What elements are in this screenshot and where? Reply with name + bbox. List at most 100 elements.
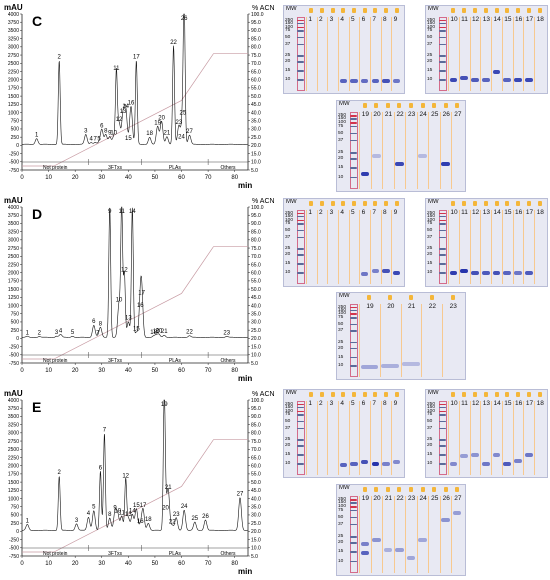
- ladder-band: [439, 254, 446, 256]
- mw-marker-value: 250: [427, 210, 436, 216]
- protein-band: [395, 162, 404, 167]
- gel-well: [537, 8, 542, 13]
- gel-well: [352, 201, 356, 206]
- peak-label: 16: [137, 303, 144, 309]
- mw-marker-value: 100: [285, 217, 294, 223]
- lane-label: 22: [428, 303, 437, 310]
- y-tick-label: -750: [9, 168, 19, 174]
- peak-label: 1: [26, 330, 30, 336]
- peak-label: 18: [146, 131, 153, 137]
- peak-label: 8: [99, 322, 103, 328]
- y-tick-label: 1750: [8, 472, 19, 478]
- y-unit-label: mAU: [4, 196, 23, 205]
- gel-lane: [306, 17, 307, 91]
- protein-band: [360, 79, 369, 84]
- peak-label: 5: [92, 505, 96, 511]
- mw-marker-value: 10: [338, 363, 344, 369]
- gel-lane: [391, 210, 393, 284]
- peak-label: 22: [169, 519, 176, 525]
- right-tick-label: 30.0: [251, 127, 261, 133]
- y-tick-label: 1750: [8, 86, 19, 92]
- mw-marker-value: 20: [427, 59, 433, 65]
- ladder-band: [297, 263, 304, 265]
- mw-marker-value: 150: [427, 20, 436, 26]
- mw-ladder: [439, 401, 447, 475]
- mw-marker-value: 25: [338, 150, 344, 156]
- ladder-band: [297, 414, 304, 416]
- peak-label: 6: [99, 465, 103, 471]
- ladder-band: [350, 356, 357, 359]
- gel-lane: [359, 17, 361, 91]
- y-tick-label: 1250: [8, 488, 19, 494]
- ladder-band: [350, 323, 357, 326]
- gel-lane: [316, 210, 318, 284]
- mw-ladder: [350, 112, 358, 189]
- peak-label: 12: [122, 473, 129, 479]
- y-tick-label: 2000: [8, 463, 19, 469]
- mw-marker-value: 25: [285, 53, 291, 59]
- mw-marker-value: 75: [285, 412, 291, 418]
- gel-lane: [416, 496, 418, 573]
- gel-well: [362, 103, 367, 108]
- lane-label: 19: [361, 111, 369, 118]
- ladder-band: [297, 463, 304, 465]
- gel-lane: [405, 496, 407, 573]
- right-tick-label: 50.0: [251, 287, 261, 293]
- fraction-label: PLAs: [169, 551, 181, 557]
- mw-marker-value: 100: [427, 24, 436, 30]
- y-tick-label: 1000: [8, 303, 19, 309]
- peak-label: 20: [162, 505, 169, 511]
- gel-lane: [338, 401, 339, 475]
- right-tick-label: 45.0: [251, 488, 261, 494]
- y-tick-label: -250: [9, 537, 19, 543]
- peak-label: 6: [92, 319, 96, 325]
- y-tick-label: 500: [11, 127, 20, 133]
- lane-label: 20: [373, 111, 381, 118]
- mw-label: MW: [339, 293, 350, 299]
- protein-band: [460, 269, 469, 274]
- ladder-band: [350, 536, 357, 538]
- protein-band: [471, 270, 479, 275]
- ladder-band: [350, 317, 357, 319]
- protein-band: [395, 548, 404, 553]
- ladder-band: [297, 439, 304, 441]
- protein-band: [350, 461, 358, 466]
- x-unit-label: min: [238, 374, 252, 383]
- lane-label: 10: [450, 209, 458, 216]
- ladder-band: [350, 313, 357, 315]
- lane-label: 9: [393, 16, 398, 23]
- peak-label: 26: [181, 16, 188, 22]
- gel-well: [494, 8, 499, 13]
- x-tick-label: 0: [20, 175, 24, 181]
- gel-well: [451, 201, 456, 206]
- x-unit-label: min: [238, 181, 252, 190]
- peak-label: 6: [100, 124, 104, 130]
- gel-well: [341, 8, 346, 13]
- right-tick-label: 55.0: [251, 86, 261, 92]
- gel-well: [330, 392, 335, 397]
- gel-lane: [448, 210, 449, 284]
- right-tick-label: 50.0: [251, 94, 261, 100]
- x-unit-label: min: [238, 567, 252, 576]
- ladder-band: [439, 272, 446, 274]
- protein-band: [492, 452, 501, 457]
- ladder-band: [297, 79, 304, 81]
- gel-well: [385, 487, 390, 492]
- ladder-band: [297, 248, 304, 250]
- lane-label: 16: [515, 400, 523, 407]
- mw-marker-value: 150: [285, 20, 294, 26]
- peak-label: 5: [71, 330, 75, 336]
- mw-marker-value: 20: [338, 540, 344, 546]
- protein-band: [503, 77, 512, 82]
- gel-well: [483, 8, 488, 13]
- mw-label: MW: [339, 485, 350, 491]
- protein-band: [481, 77, 490, 82]
- lane-label: 7: [372, 400, 376, 407]
- mw-marker-value: 20: [338, 345, 344, 351]
- right-tick-label: 60.0: [251, 270, 261, 276]
- y-tick-label: 1750: [8, 279, 19, 285]
- peak-label: 22: [186, 330, 193, 336]
- mw-marker-value: 150: [427, 404, 436, 410]
- ladder-band: [439, 61, 446, 63]
